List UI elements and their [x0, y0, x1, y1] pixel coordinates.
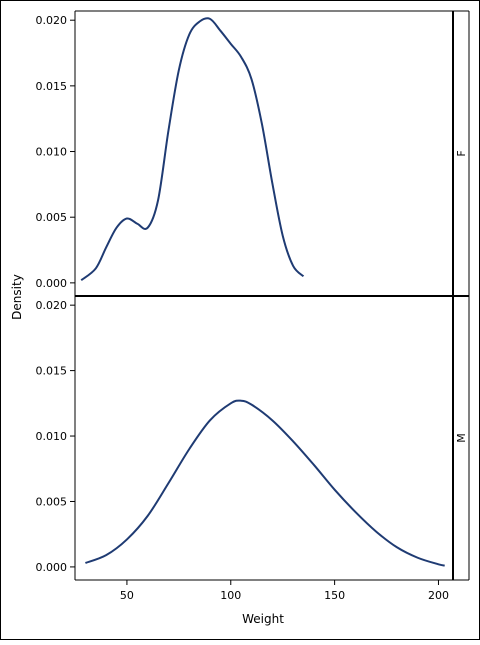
density-line-F [80, 17, 305, 282]
y-axis-label: Density [10, 274, 24, 320]
y-tick-label: 0.020 [36, 14, 68, 27]
y-tick-label: 0.000 [36, 561, 68, 574]
x-axis-label: Weight [242, 612, 284, 626]
strip-label-M: M [455, 433, 468, 443]
x-tick-label: 200 [428, 589, 449, 602]
y-tick-label: 0.010 [36, 430, 68, 443]
y-tick-label: 0.005 [36, 211, 68, 224]
y-tick-label: 0.020 [36, 299, 68, 312]
density-line-M [85, 399, 445, 567]
y-tick-label: 0.010 [36, 146, 68, 159]
strip-label-F: F [455, 150, 468, 156]
x-tick-label: 100 [220, 589, 241, 602]
y-tick-label: 0.015 [36, 80, 68, 93]
y-tick-label: 0.005 [36, 495, 68, 508]
x-axis: 50 100 150 200 [75, 579, 469, 602]
x-tick-label: 150 [324, 589, 345, 602]
y-tick-label: 0.015 [36, 365, 68, 378]
panel-M: M 0.000 0.005 0.010 0.015 0.020 [36, 296, 470, 580]
panel-F: F 0.000 0.005 0.010 0.015 0.020 [36, 10, 470, 296]
facet-panels: F 0.000 0.005 0.010 0.015 0.020 M 0.000 0.005 0.0… [36, 10, 470, 580]
x-tick-label: 50 [120, 589, 134, 602]
y-tick-label: 0.000 [36, 277, 68, 290]
